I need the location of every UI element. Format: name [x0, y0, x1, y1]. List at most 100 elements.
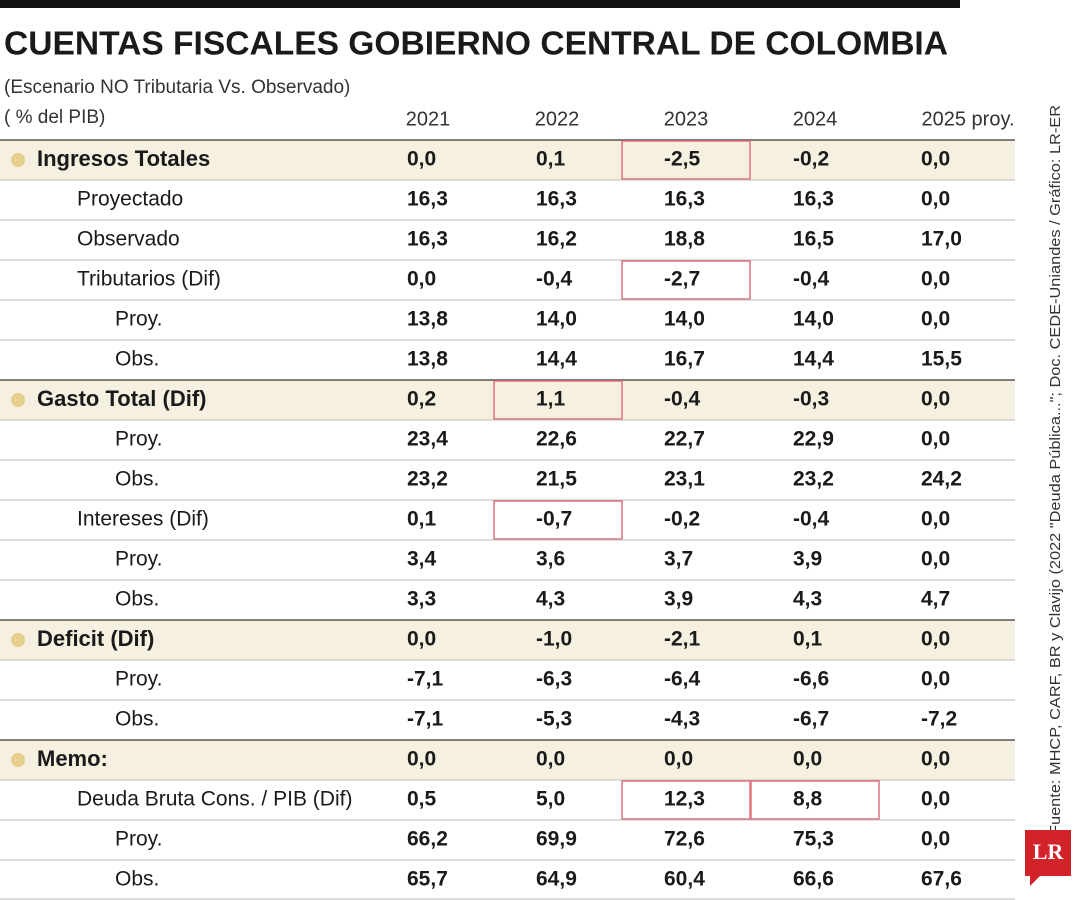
cell-value: 13,8 — [407, 308, 448, 331]
cell-value: 16,3 — [664, 188, 705, 211]
cell-value: 0,0 — [921, 188, 950, 211]
cell-value: 3,6 — [536, 548, 565, 571]
cell-value: 14,4 — [793, 348, 834, 371]
cell-value: 3,4 — [407, 548, 437, 571]
cell-value: 24,2 — [921, 468, 962, 491]
logo-box — [1025, 830, 1071, 876]
row-label: Proy. — [115, 308, 162, 331]
cell-value: -7,1 — [407, 708, 444, 731]
cell-value: -2,1 — [664, 628, 701, 651]
cell-value: 0,0 — [921, 748, 950, 771]
section-band — [0, 380, 1015, 420]
cell-value: 3,9 — [793, 548, 822, 571]
cell-value: 64,9 — [536, 868, 577, 891]
row-label: Proy. — [115, 668, 162, 691]
cell-value: 0,0 — [921, 268, 950, 291]
cell-value: -0,2 — [793, 148, 829, 171]
cell-value: -0,4 — [664, 388, 701, 411]
highlight-box — [621, 140, 751, 180]
cell-value: 3,3 — [407, 588, 436, 611]
cell-value: 0,0 — [407, 268, 436, 291]
row-label: Gasto Total (Dif) — [37, 386, 206, 411]
cell-value: 3,7 — [664, 548, 693, 571]
column-header: 2024 — [793, 108, 838, 130]
bullet — [11, 393, 25, 407]
cell-value: 16,3 — [407, 188, 448, 211]
cell-value: 0,0 — [921, 428, 950, 451]
cell-value: 0,0 — [921, 508, 950, 531]
cell-value: -6,4 — [664, 668, 701, 691]
highlight-box — [621, 780, 751, 820]
row-label: Obs. — [115, 588, 159, 611]
cell-value: 0,1 — [536, 148, 566, 171]
cell-value: 23,4 — [407, 428, 448, 451]
row-label: Ingresos Totales — [37, 146, 210, 171]
cell-value: 4,7 — [921, 588, 950, 611]
cell-value: 65,7 — [407, 868, 448, 891]
cell-value: -1,0 — [536, 628, 572, 651]
cell-value: 13,8 — [407, 348, 448, 371]
cell-value: 16,3 — [536, 188, 577, 211]
column-header: 2023 — [664, 108, 709, 130]
cell-value: 5,0 — [536, 788, 565, 811]
column-header: 2025 proy. — [921, 108, 1014, 130]
unit: ( % del PIB) — [4, 107, 105, 128]
cell-value: -0,4 — [793, 268, 830, 291]
cell-value: -0,4 — [793, 508, 830, 531]
cell-value: 67,6 — [921, 868, 962, 891]
cell-value: -6,7 — [793, 708, 829, 731]
row-label: Proy. — [115, 428, 162, 451]
cell-value: 75,3 — [793, 828, 834, 851]
cell-value: 14,0 — [664, 308, 705, 331]
cell-value: 66,6 — [793, 868, 834, 891]
cell-value: 8,8 — [793, 788, 823, 811]
cell-value: -0,3 — [793, 388, 829, 411]
cell-value: 22,6 — [536, 428, 577, 451]
cell-value: 14,0 — [536, 308, 577, 331]
cell-value: 0,0 — [407, 628, 436, 651]
cell-value: 0,0 — [921, 828, 950, 851]
cell-value: 4,3 — [793, 588, 822, 611]
cell-value: 16,2 — [536, 228, 577, 251]
cell-value: -7,2 — [921, 708, 957, 731]
cell-value: 14,0 — [793, 308, 834, 331]
cell-value: 1,1 — [536, 388, 566, 411]
cell-value: 0,5 — [407, 788, 437, 811]
cell-value: 12,3 — [664, 788, 705, 811]
cell-value: 14,4 — [536, 348, 577, 371]
bullet — [11, 753, 25, 767]
cell-value: 17,0 — [921, 228, 962, 251]
cell-value: 0,0 — [664, 748, 693, 771]
row-label: Deficit (Dif) — [37, 626, 154, 651]
cell-value: 18,8 — [664, 228, 705, 251]
cell-value: 16,3 — [793, 188, 834, 211]
cell-value: 4,3 — [536, 588, 565, 611]
row-label: Obs. — [115, 468, 159, 491]
bullet — [11, 633, 25, 647]
cell-value: 0,0 — [536, 748, 565, 771]
row-label: Obs. — [115, 708, 159, 731]
highlight-box — [750, 780, 880, 820]
row-label: Observado — [77, 228, 180, 251]
cell-value: 22,9 — [793, 428, 834, 451]
cell-value: -5,3 — [536, 708, 572, 731]
cell-value: 0,0 — [921, 548, 950, 571]
top-bar — [0, 0, 960, 8]
cell-value: 23,2 — [793, 468, 834, 491]
cell-value: 21,5 — [536, 468, 577, 491]
cell-value: -0,2 — [664, 508, 700, 531]
bullet — [11, 153, 25, 167]
row-label: Proy. — [115, 828, 162, 851]
cell-value: 22,7 — [664, 428, 705, 451]
cell-value: 3,9 — [664, 588, 693, 611]
cell-value: 0,0 — [793, 748, 822, 771]
cell-value: 23,2 — [407, 468, 448, 491]
cell-value: 60,4 — [664, 868, 705, 891]
row-label: Proy. — [115, 548, 162, 571]
section-band — [0, 140, 1015, 180]
row-label: Deuda Bruta Cons. / PIB (Dif) — [77, 788, 352, 811]
highlight-box — [493, 500, 623, 540]
cell-value: 72,6 — [664, 828, 705, 851]
row-label: Obs. — [115, 868, 159, 891]
